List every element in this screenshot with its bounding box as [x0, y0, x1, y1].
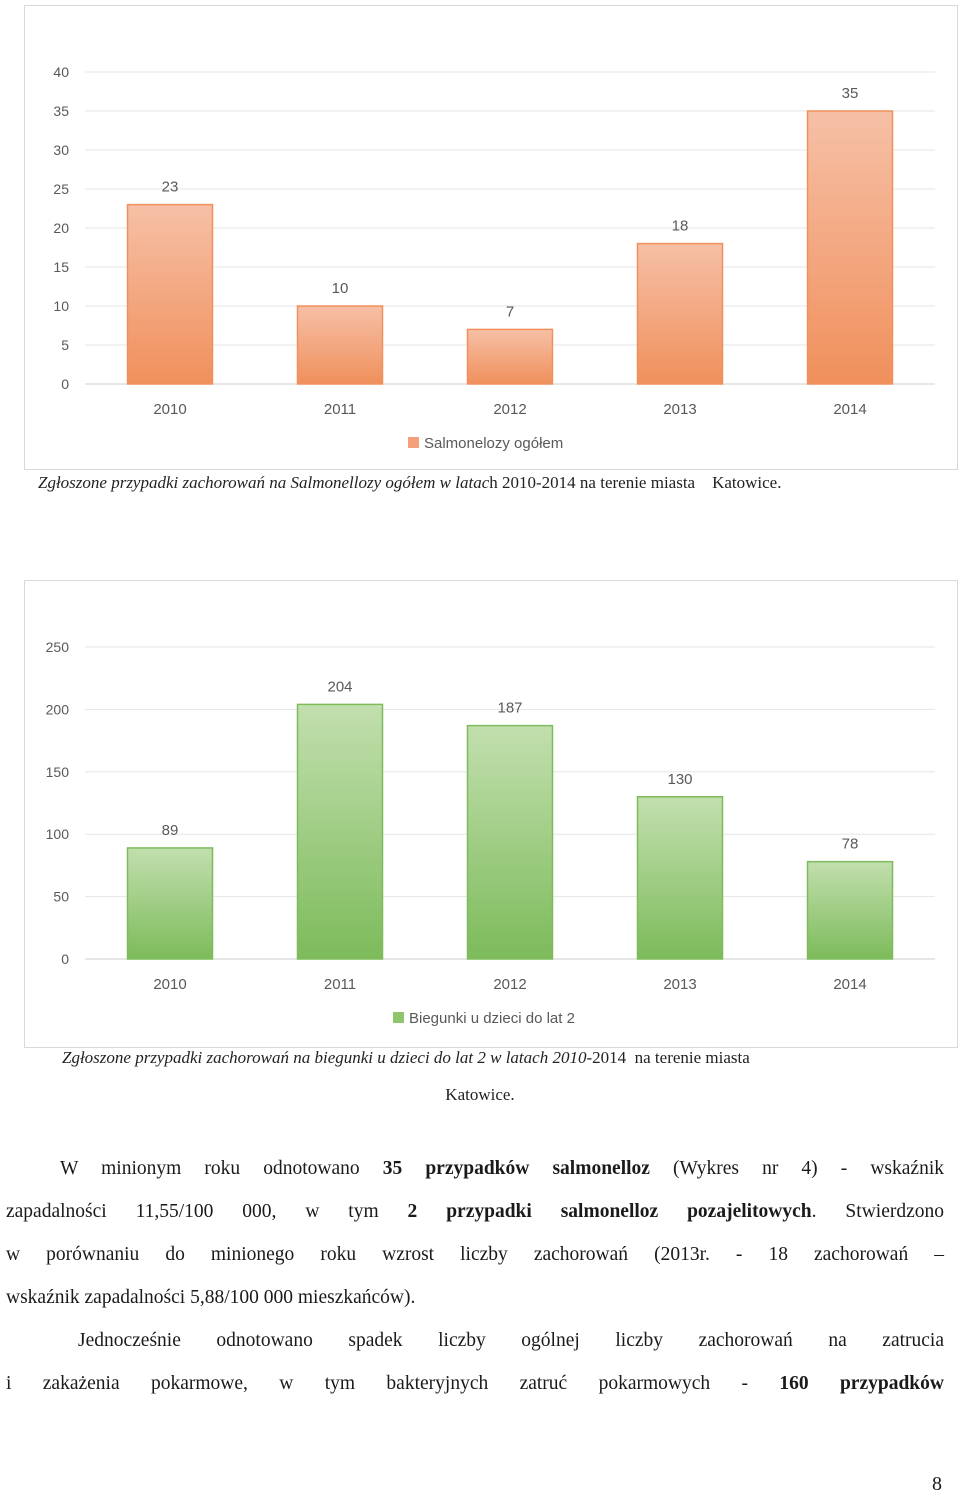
- y-tick-label: 15: [53, 259, 69, 275]
- data-label: 18: [672, 218, 689, 235]
- para1-l1a: W minionym roku odnotowano: [60, 1158, 383, 1179]
- diarrhea-chart-svg: 0 50 100 150 200 250 89 2010 204 2011 187 2012 130 20…: [46, 639, 935, 1027]
- para1-line1: W minionym roku odnotowano 35 przypadków…: [6, 1147, 944, 1190]
- chart2-caption: Zgłoszone przypadki zachorowań na biegun…: [62, 1048, 750, 1068]
- salmonellosis-chart-svg: 0 5 10 15 20 25 30 35 40 23 2010 10 2011 7 2012 18 2013 3…: [53, 64, 935, 452]
- para1-l2c: . Stwierdzono: [811, 1201, 944, 1222]
- bar: [636, 796, 724, 960]
- para2-l2a: i zakażenia pokarmowe, w tym bakteryjnyc…: [6, 1373, 780, 1394]
- paragraph-salmonellosis: W minionym roku odnotowano 35 przypadków…: [6, 1147, 944, 1319]
- y-tick-label: 35: [53, 103, 69, 119]
- para2-line1: Jednocześnie odnotowano spadek liczby og…: [78, 1330, 944, 1351]
- para1-l2a: zapadalności 11,55/100 000, w tym: [6, 1201, 408, 1222]
- bar: [296, 703, 384, 960]
- diarrhea-chart: 0 50 100 150 200 250 89 2010 204 2011 187 2012 130 20…: [24, 580, 958, 1048]
- para1-l1b: 35 przypadków salmonelloz: [382, 1158, 650, 1179]
- paragraph-food-poisoning: Jednocześnie odnotowano spadek liczby og…: [6, 1319, 944, 1405]
- data-label: 130: [667, 771, 692, 788]
- chart2-caption-italic: Zgłoszone przypadki zachorowań na biegun…: [62, 1048, 593, 1067]
- bar: [126, 847, 214, 960]
- x-tick-label: 2011: [324, 401, 356, 418]
- para2-line2: i zakażenia pokarmowe, w tym bakteryjnyc…: [6, 1362, 944, 1405]
- legend-label: Salmonelozy ogółem: [424, 435, 563, 452]
- chart1-caption-plain: h 2010-2014 na terenie miasta Katowice.: [489, 473, 782, 492]
- page-number: 8: [932, 1473, 942, 1495]
- chart2-caption-line2: Katowice.: [0, 1085, 960, 1105]
- para1-line2: zapadalności 11,55/100 000, w tym 2 przy…: [6, 1190, 944, 1233]
- bar: [806, 860, 894, 960]
- y-tick-label: 5: [61, 337, 69, 353]
- data-label: 204: [327, 678, 352, 695]
- legend-swatch: [393, 1012, 404, 1023]
- x-tick-label: 2013: [663, 976, 696, 993]
- legend-label: Biegunki u dzieci do lat 2: [409, 1010, 575, 1027]
- data-label: 187: [497, 700, 522, 717]
- y-tick-label: 40: [53, 64, 69, 80]
- y-tick-label: 200: [46, 701, 70, 717]
- chart1-caption-italic: Zgłoszone przypadki zachorowań na Salmon…: [38, 473, 490, 492]
- y-tick-label: 0: [61, 376, 69, 392]
- data-label: 89: [162, 822, 179, 839]
- salmonellosis-chart: 0 5 10 15 20 25 30 35 40 23 2010 10 2011 7 2012 18 2013 3…: [24, 5, 958, 470]
- x-tick-label: 2010: [153, 976, 186, 993]
- data-label: 35: [842, 85, 859, 102]
- bar: [636, 242, 724, 385]
- y-tick-label: 30: [53, 142, 69, 158]
- y-tick-label: 25: [53, 181, 69, 197]
- y-tick-label: 20: [53, 220, 69, 236]
- y-tick-label: 10: [53, 298, 69, 314]
- bar: [466, 328, 554, 385]
- para1-l1c: (Wykres nr 4) - wskaźnik: [649, 1158, 945, 1179]
- chart2-caption-city: Katowice.: [445, 1085, 515, 1104]
- y-tick-label: 250: [46, 639, 70, 655]
- data-label: 7: [506, 303, 514, 320]
- y-tick-label: 0: [61, 951, 69, 967]
- para2-l2b: 160 przypadków: [779, 1373, 944, 1394]
- y-tick-label: 100: [46, 826, 70, 842]
- x-tick-label: 2014: [833, 401, 866, 418]
- bar: [806, 110, 894, 385]
- x-tick-label: 2011: [324, 976, 356, 993]
- bar: [126, 203, 214, 385]
- bar: [466, 724, 554, 960]
- data-label: 23: [162, 179, 179, 196]
- para1-line4: wskaźnik zapadalności 5,88/100 000 miesz…: [6, 1287, 416, 1308]
- x-tick-label: 2013: [663, 401, 696, 418]
- chart2-caption-plain: 2014 na terenie miasta: [592, 1048, 750, 1067]
- x-tick-label: 2012: [493, 401, 526, 418]
- y-tick-label: 50: [53, 889, 69, 905]
- data-label: 78: [842, 836, 859, 853]
- x-tick-label: 2012: [493, 976, 526, 993]
- bar: [296, 305, 384, 385]
- x-tick-label: 2010: [153, 401, 186, 418]
- data-label: 10: [332, 280, 349, 297]
- x-tick-label: 2014: [833, 976, 866, 993]
- para1-line3: w porównaniu do minionego roku wzrost li…: [6, 1244, 944, 1265]
- y-tick-label: 150: [46, 764, 70, 780]
- legend-swatch: [408, 437, 419, 448]
- para1-l2b: 2 przypadki salmonelloz pozajelitowych: [407, 1201, 812, 1222]
- chart1-caption: Zgłoszone przypadki zachorowań na Salmon…: [38, 473, 781, 493]
